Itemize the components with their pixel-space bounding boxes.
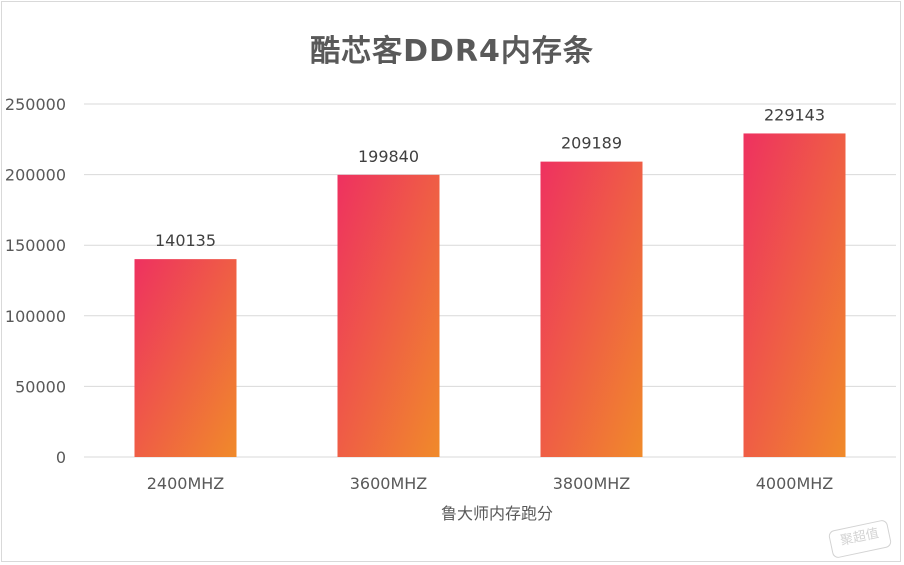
bar-3600mhz	[337, 174, 440, 457]
data-label: 199840	[358, 147, 419, 166]
y-tick-label: 0	[56, 448, 66, 467]
y-tick-label: 100000	[5, 307, 66, 326]
x-tick-label: 4000MHZ	[756, 474, 834, 493]
x-tick-label: 3800MHZ	[553, 474, 631, 493]
y-tick-label: 50000	[15, 377, 66, 396]
bar-3800mhz	[540, 161, 643, 458]
bar-2400mhz	[134, 259, 237, 457]
y-tick-label: 250000	[5, 95, 66, 114]
x-tick-label: 3600MHZ	[350, 474, 428, 493]
data-label: 229143	[764, 105, 825, 124]
bar-4000mhz	[743, 133, 846, 458]
data-label: 209189	[561, 134, 622, 153]
data-label: 140135	[155, 231, 216, 250]
y-tick-label: 150000	[5, 236, 66, 255]
x-tick-label: 2400MHZ	[147, 474, 225, 493]
x-axis-label: 鲁大师内存跑分	[441, 504, 553, 523]
y-tick-label: 200000	[5, 166, 66, 185]
chart-title: 酷芯客DDR4内存条	[310, 34, 594, 69]
